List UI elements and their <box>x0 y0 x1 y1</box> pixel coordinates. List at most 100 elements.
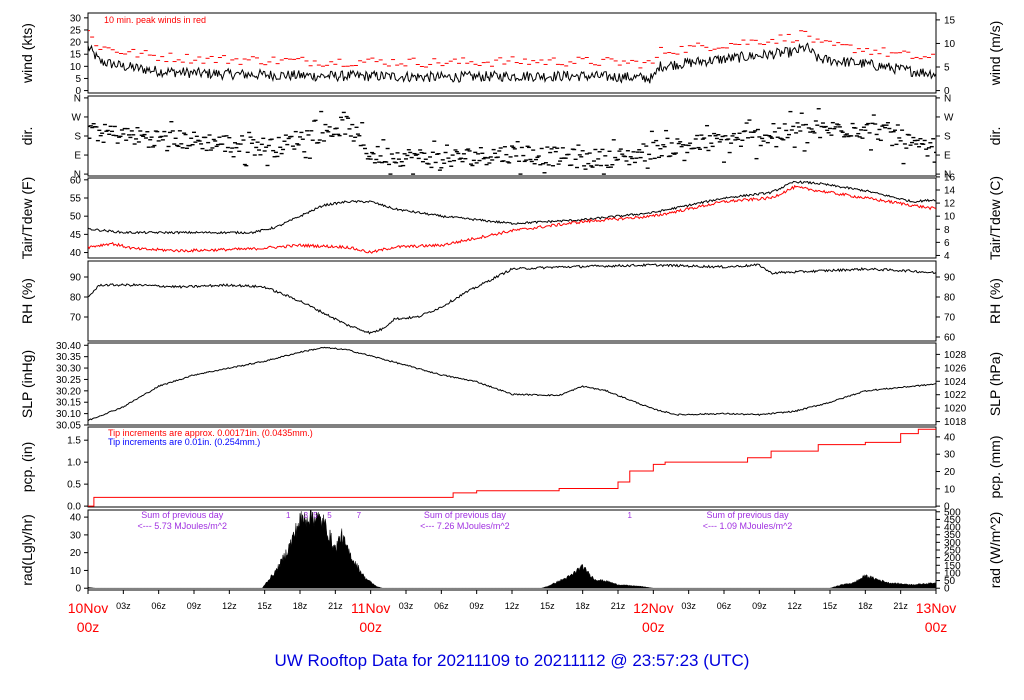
x-tick-label: 03z <box>681 601 696 611</box>
rad-mark: 3 <box>304 511 309 520</box>
right-tick-label: W <box>944 112 954 123</box>
rad-sum-value: <--- 1.09 MJoules/m^2 <box>703 521 793 531</box>
chart-title: UW Rooftop Data for 20211109 to 20211112… <box>275 651 750 670</box>
panel-frame-wind <box>87 12 937 94</box>
x-tick-label: 06z <box>151 601 166 611</box>
left-tick-label: 30.40 <box>56 341 81 352</box>
left-tick-label: N <box>74 93 81 104</box>
rad-mark: 5 <box>313 511 318 520</box>
right-tick-label: 90 <box>944 273 956 284</box>
x-tick-label: 09z <box>752 601 767 611</box>
y-axis-label-left: pcp. (in) <box>19 442 35 493</box>
panel-data-pcp <box>88 428 936 507</box>
left-tick-label: 30 <box>70 530 82 541</box>
left-tick-label: 60 <box>70 175 82 186</box>
right-tick-label: 150 <box>944 561 961 572</box>
x-tick-label: 09z <box>187 601 202 611</box>
right-tick-label: 1028 <box>944 350 967 361</box>
right-tick-label: 15 <box>944 15 956 26</box>
rad-sum-value: <--- 5.73 MJoules/m^2 <box>137 521 227 531</box>
left-tick-label: 5 <box>75 74 81 85</box>
right-tick-label: 70 <box>944 313 956 324</box>
right-tick-label: 16 <box>944 172 956 183</box>
right-tick-label: 450 <box>944 515 961 526</box>
series-line-precip <box>88 428 936 507</box>
rad-sum-label: Sum of previous day <box>707 510 790 520</box>
x-axis: 10Nov 00z 03z 06z 09z 12z 15z 18z 21z 11Nov 00z 03z… <box>68 590 956 635</box>
panel-temp: 40 45 50 55 60 4 6 8 10 12 14 16 Tair/Tdew (F) Tair/T… <box>19 172 1003 262</box>
x-tick-label: 15z <box>540 601 555 611</box>
right-tick-label: S <box>944 132 951 143</box>
rad-mark: 1 <box>286 511 291 520</box>
x-tick-label: 03z <box>116 601 131 611</box>
rad-sum-label: Sum of previous day <box>424 510 507 520</box>
panel-rh: 70 80 90 60 70 80 90 RH (%) RH (%) <box>19 260 1003 344</box>
panel-data-temp <box>88 180 936 254</box>
right-tick-label: 5 <box>944 63 950 74</box>
x-date-sublabel: 00z <box>359 619 382 635</box>
right-tick-label: 250 <box>944 546 961 557</box>
right-tick-label: 200 <box>944 553 961 564</box>
x-date-sublabel: 00z <box>925 619 948 635</box>
panel-data-rad <box>88 510 936 589</box>
x-date-sublabel: 00z <box>642 619 665 635</box>
left-tick-label: 45 <box>70 230 82 241</box>
rad-sum-value: <--- 7.26 MJoules/m^2 <box>420 521 510 531</box>
x-tick-label: 15z <box>257 601 272 611</box>
right-tick-label: 12 <box>944 199 956 210</box>
panel-rad: 010203040050100150200250300350400450500r… <box>19 507 1003 595</box>
left-tick-label: 70 <box>70 313 82 324</box>
panel-pcp: 0.0 0.5 1.0 1.5 0 10 20 30 40 pcp. (in) pcp. (mm) T… <box>19 426 1003 513</box>
x-tick-label: 18z <box>575 601 590 611</box>
series-line-Tdew <box>88 184 936 254</box>
left-tick-label: 0.0 <box>67 502 81 513</box>
right-tick-label: 1018 <box>944 417 967 428</box>
left-tick-label: 30 <box>70 13 82 24</box>
left-tick-label: 50 <box>70 212 82 223</box>
left-tick-label: 25 <box>70 25 82 36</box>
panel-frame-rh <box>87 260 937 342</box>
rad-mark: 5 <box>327 511 332 520</box>
x-date-label: 12Nov <box>633 600 673 616</box>
x-tick-label: 15z <box>823 601 838 611</box>
right-tick-label: 20 <box>944 467 956 478</box>
y-axis-label-right: dir. <box>987 127 1003 146</box>
right-tick-label: 30 <box>944 450 956 461</box>
series-area-radiation <box>88 510 936 589</box>
left-tick-label: S <box>74 132 81 143</box>
right-tick-label: E <box>944 151 951 162</box>
left-tick-label: 80 <box>70 293 82 304</box>
right-tick-label: 50 <box>944 576 956 587</box>
y-axis-label-left: SLP (inHg) <box>19 350 35 418</box>
x-tick-label: 09z <box>469 601 484 611</box>
series-line-Tair <box>88 180 936 235</box>
x-tick-label: 03z <box>399 601 414 611</box>
panel-data-rh <box>88 263 936 335</box>
y-axis-label-left: dir. <box>19 127 35 146</box>
right-tick-label: 0 <box>944 502 950 513</box>
x-tick-label: 18z <box>858 601 873 611</box>
left-tick-label: 10 <box>70 62 82 73</box>
right-tick-label: 8 <box>944 225 950 236</box>
right-tick-label: 400 <box>944 523 961 534</box>
right-tick-label: 350 <box>944 530 961 541</box>
right-tick-label: 1024 <box>944 377 967 388</box>
x-date-label: 11Nov <box>351 600 390 616</box>
left-tick-label: 40 <box>70 248 82 259</box>
right-tick-label: 100 <box>944 568 961 579</box>
x-date-label: 13Nov <box>916 600 956 616</box>
right-tick-label: 0 <box>944 584 950 595</box>
left-tick-label: 30.15 <box>56 398 81 409</box>
series-line-SLP <box>88 346 936 422</box>
right-tick-label: N <box>944 93 951 104</box>
right-tick-label: 6 <box>944 238 950 249</box>
x-date-sublabel: 00z <box>77 619 100 635</box>
y-axis-label-left: Tair/Tdew (F) <box>19 177 35 259</box>
panel-frame-temp <box>87 177 937 259</box>
left-tick-label: 90 <box>70 273 82 284</box>
left-tick-label: 30.10 <box>56 409 81 420</box>
series-line-RH <box>88 263 936 335</box>
y-axis-label-right: pcp. (mm) <box>987 436 1003 499</box>
